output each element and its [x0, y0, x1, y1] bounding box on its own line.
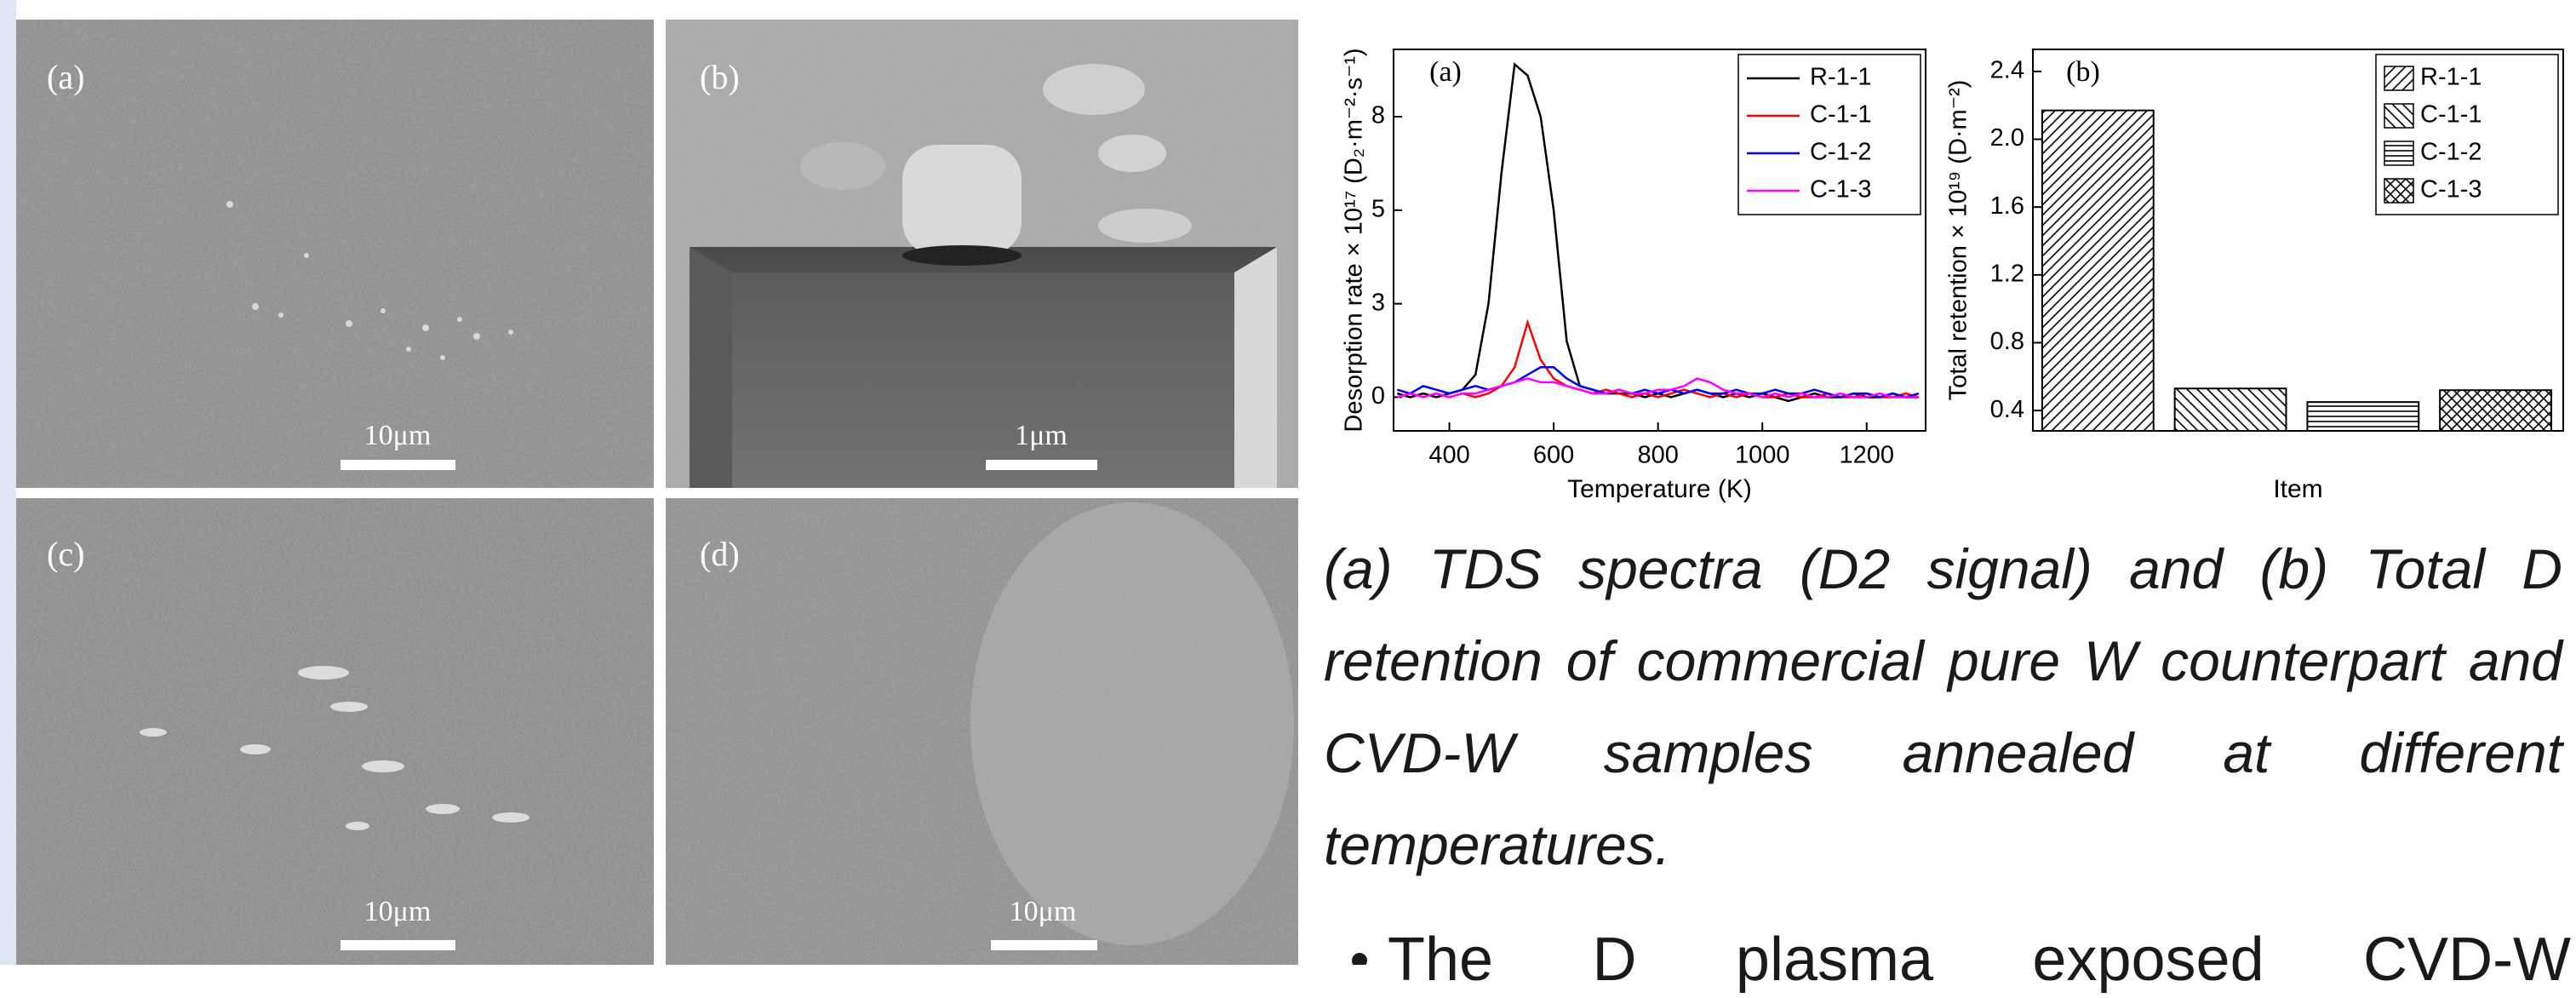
legend-label: C-1-1 [2420, 101, 2482, 129]
micrograph: (c) 10μm [16, 498, 654, 965]
legend-label: R-1-1 [1810, 64, 1872, 91]
y-tick-label: 0.4 [1990, 396, 2024, 423]
bar [2042, 111, 2154, 431]
panel-label: (b) [700, 58, 740, 96]
legend-label: C-1-2 [1810, 139, 1872, 166]
x-tick-label: 400 [1428, 442, 1469, 469]
y-tick-label: 2.4 [1990, 57, 2024, 84]
charts: 0 3 5 8 400 600 800 1000 1200 Temperature (K) Deso… [1341, 48, 2563, 503]
scale-label: 1μm [1015, 420, 1068, 451]
x-tick-label: 1200 [1840, 442, 1895, 469]
x-tick-label: 600 [1533, 442, 1574, 469]
y-tick-label: 1.6 [1990, 192, 2024, 220]
page: (a) 10μm (b) 1μm (c) 10μm [0, 0, 2576, 965]
scale-label: 10μm [1010, 896, 1077, 927]
legend-label: C-1-1 [1810, 101, 1872, 129]
y-tick-label: 8 [1371, 102, 1385, 129]
y-tick-label: 0.8 [1990, 328, 2024, 355]
y-tick-label: 5 [1371, 196, 1385, 223]
legend-label: C-1-2 [2420, 139, 2482, 166]
legend-swatch [2384, 141, 2413, 165]
y-tick-label: 2.0 [1990, 124, 2024, 152]
y-tick-label: 1.2 [1990, 260, 2024, 287]
side-strip [0, 0, 16, 965]
legend-label: R-1-1 [2420, 64, 2482, 91]
legend-swatch [2384, 66, 2413, 90]
x-axis-label: Item [2273, 475, 2322, 503]
panel-label: (a) [1429, 56, 1462, 88]
scale-bar [341, 460, 455, 470]
y-tick-label: 0 [1371, 382, 1385, 410]
bar [2307, 402, 2419, 431]
scale-label: 10μm [364, 420, 432, 451]
bar [2440, 390, 2551, 431]
bullet-text: The D plasma exposed CVD-W [1388, 921, 2571, 998]
legend-swatch [2384, 104, 2413, 128]
y-axis-label: Total retention × 10¹⁹ (D·m⁻²) [1945, 80, 1972, 401]
micrograph: (d) 10μm [666, 498, 1298, 965]
panel-label: (a) [47, 58, 84, 96]
scale-bar [341, 940, 455, 950]
y-axis-label: Desorption rate × 10¹⁷ (D₂·m⁻²·s⁻¹) [1341, 48, 1368, 432]
legend-swatch [2384, 179, 2413, 203]
x-axis-label: Temperature (K) [1567, 475, 1752, 503]
micrograph: (a) 10μm [16, 20, 654, 488]
legend-label: C-1-3 [1810, 176, 1872, 204]
x-tick-label: 800 [1637, 442, 1678, 469]
y-tick-label: 3 [1371, 289, 1385, 316]
micrograph: (b) 1μm [666, 20, 1298, 488]
scale-bar [986, 460, 1097, 470]
x-tick-label: 1000 [1735, 442, 1790, 469]
panel-label: (d) [700, 535, 740, 573]
scale-bar [991, 940, 1097, 950]
panel-label: (c) [47, 535, 84, 573]
panel-label: (b) [2066, 56, 2100, 88]
bullet-marker [1352, 953, 1367, 965]
scale-label: 10μm [364, 896, 432, 927]
legend-label: C-1-3 [2420, 176, 2482, 204]
bar [2175, 388, 2287, 431]
caption: (a) TDS spectra (D2 signal) and (b) Tota… [1324, 523, 2562, 891]
